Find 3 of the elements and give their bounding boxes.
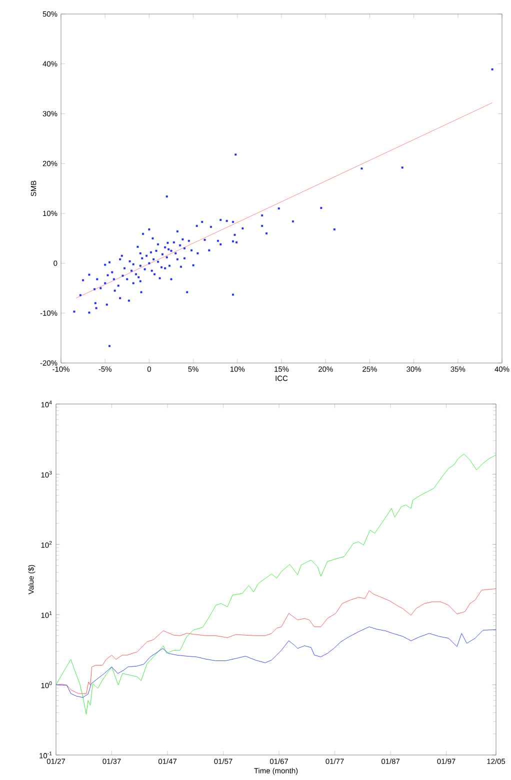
line-series — [56, 454, 496, 715]
line-series — [56, 626, 496, 698]
line-series — [56, 588, 496, 694]
